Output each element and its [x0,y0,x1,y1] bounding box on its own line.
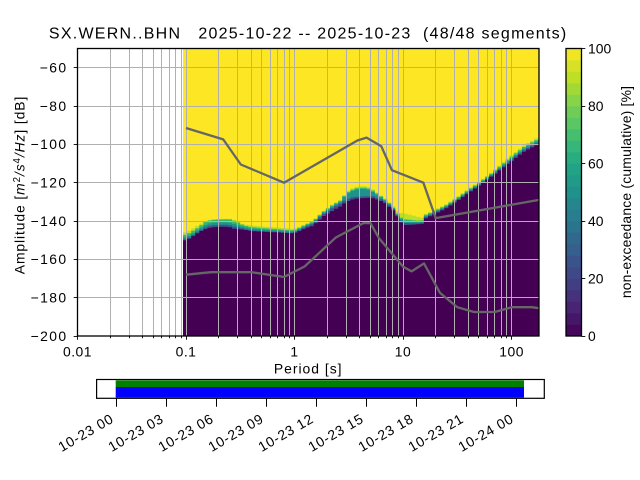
svg-text:10: 10 [395,343,411,359]
svg-text:Period [s]: Period [s] [274,361,343,377]
svg-text:20: 20 [588,270,604,286]
svg-text:0: 0 [588,328,596,344]
svg-text:40: 40 [588,213,604,229]
svg-text:−80: −80 [40,98,68,114]
svg-text:100: 100 [499,343,524,359]
svg-text:non-exceedance (cumulative) [%: non-exceedance (cumulative) [%] [618,86,634,298]
svg-text:−180: −180 [31,290,68,306]
svg-text:−200: −200 [31,328,68,344]
svg-text:SX.WERN..BHN 2025-10-22 -- 2: SX.WERN..BHN 2025-10-22 -- 2025-10-23 (4… [49,26,568,43]
svg-text:−100: −100 [31,136,68,152]
svg-text:1: 1 [290,343,298,359]
svg-text:0.1: 0.1 [176,343,197,359]
svg-text:100: 100 [588,40,611,56]
svg-text:−160: −160 [31,251,68,267]
svg-text:60: 60 [588,155,604,171]
svg-text:80: 80 [588,98,604,114]
svg-text:−120: −120 [31,175,68,191]
svg-text:−140: −140 [31,213,68,229]
svg-text:Amplitude [m2/s4/Hz] [dB]: Amplitude [m2/s4/Hz] [dB] [12,96,28,274]
svg-text:0.01: 0.01 [63,343,92,359]
svg-text:−60: −60 [40,60,68,76]
